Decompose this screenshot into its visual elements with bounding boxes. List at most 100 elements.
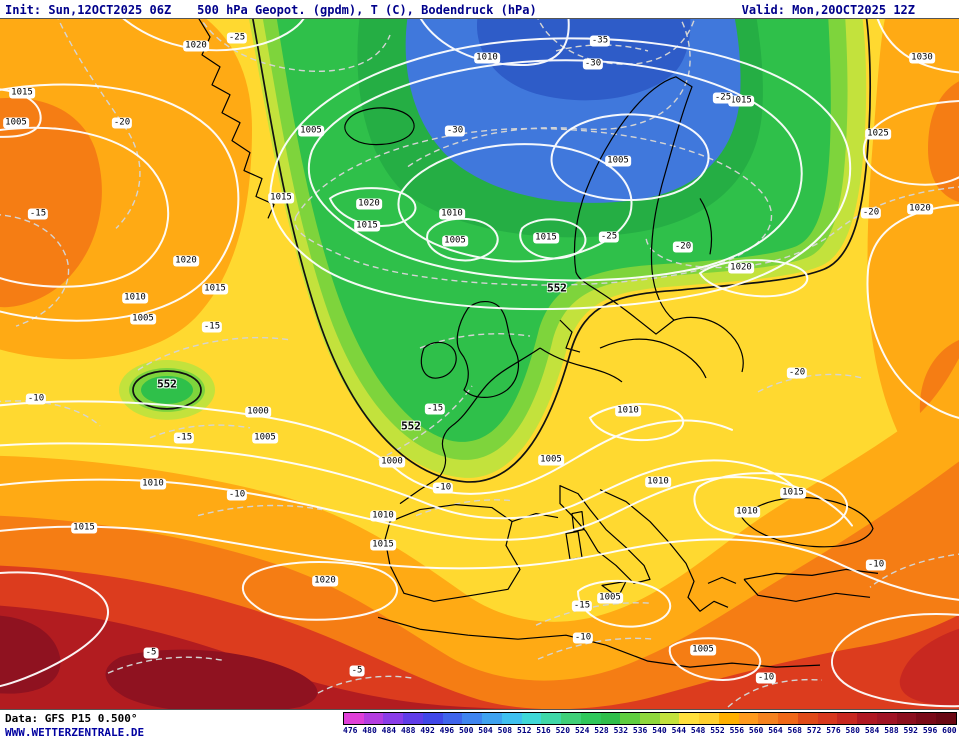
temperature-label: -15 (27, 208, 49, 220)
colorbar-cell (896, 713, 917, 724)
colorbar-tick: 480 (362, 726, 377, 735)
colorbar-cell (383, 713, 404, 724)
colorbar-cells (343, 712, 957, 725)
pressure-label: 1005 (442, 235, 468, 247)
pressure-label: 1020 (183, 40, 209, 52)
colorbar-cell (580, 713, 601, 724)
colorbar-tick: 600 (942, 726, 957, 735)
pressure-label: 1015 (728, 95, 754, 107)
isobar-contours (0, 19, 959, 708)
pressure-label: 1015 (202, 283, 228, 295)
colorbar-cell (758, 713, 779, 724)
temperature-label: -10 (432, 482, 454, 494)
pressure-label: 1015 (533, 232, 559, 244)
colorbar-cell (422, 713, 443, 724)
pressure-label: 1020 (173, 255, 199, 267)
pressure-label: 1025 (865, 128, 891, 140)
temperature-label: -25 (226, 32, 248, 44)
temperature-label: -5 (349, 665, 365, 677)
colorbar-cell (837, 713, 858, 724)
data-source-label: Data: GFS P15 0.500° (5, 712, 138, 725)
colorbar-ticks: 476 480 484 488 492 496 500 504 508 512 516 520 524 5… (343, 725, 957, 737)
colorbar-cell (797, 713, 818, 724)
temperature-label: -10 (572, 632, 594, 644)
colorbar-cell (363, 713, 384, 724)
temperature-label: -15 (424, 403, 446, 415)
site-link[interactable]: WWW.WETTERZENTRALE.DE (5, 726, 145, 739)
pressure-label: 1010 (140, 478, 166, 490)
colorbar-tick: 592 (903, 726, 918, 735)
colorbar-tick: 544 (671, 726, 687, 735)
colorbar-cell (600, 713, 621, 724)
colorbar-tick: 596 (922, 726, 938, 735)
pressure-label: 1010 (439, 208, 465, 220)
colorbar-tick: 552 (710, 726, 725, 735)
geopotential-label: 552 (157, 377, 177, 391)
pressure-label: 1020 (356, 198, 382, 210)
weather-field-svg (0, 19, 959, 709)
pressure-label: 1030 (909, 52, 935, 64)
temperature-label: -20 (672, 241, 694, 253)
pressure-label: 1005 (690, 644, 716, 656)
pressure-label: 1000 (245, 406, 271, 418)
pressure-label: 1020 (728, 262, 754, 274)
colorbar-cell (718, 713, 739, 724)
colorbar-cell (876, 713, 897, 724)
temperature-label: -20 (860, 207, 882, 219)
pressure-label: 1005 (3, 117, 29, 129)
colorbar-tick: 504 (478, 726, 493, 735)
colorbar-tick: 560 (748, 726, 764, 735)
colorbar-tick: 512 (516, 726, 532, 735)
colorbar-tick: 584 (864, 726, 880, 735)
pressure-label: 1010 (122, 292, 148, 304)
valid-label: Valid: Mon,20OCT2025 12Z (741, 2, 915, 17)
colorbar-tick: 500 (458, 726, 474, 735)
pressure-label: 1005 (597, 592, 623, 604)
colorbar-tick: 496 (439, 726, 455, 735)
footer-credits: Data: GFS P15 0.500° WWW.WETTERZENTRALE.… (5, 712, 343, 739)
colorbar-tick: 488 (400, 726, 416, 735)
temperature-label: -10 (755, 672, 777, 684)
colorbar-cell (541, 713, 562, 724)
colorbar-cell (916, 713, 937, 724)
pressure-label: 1005 (130, 313, 156, 325)
colorbar-tick: 580 (845, 726, 860, 735)
temperature-label: -15 (571, 600, 593, 612)
colorbar-tick: 568 (787, 726, 802, 735)
temperature-label: -15 (173, 432, 195, 444)
pressure-label: 1005 (605, 155, 631, 167)
pressure-label: 1005 (252, 432, 278, 444)
colorbar-cell (442, 713, 463, 724)
map-header: Init: Sun,12OCT2025 06Z 500 hPa Geopot. … (0, 0, 959, 18)
colorbar-cell (699, 713, 719, 724)
colorbar-tick: 516 (536, 726, 551, 735)
pressure-label: 1020 (907, 203, 933, 215)
colorbar-cell (738, 713, 759, 724)
colorbar: 476 480 484 488 492 496 500 504 508 512 516 520 524 5… (343, 712, 957, 739)
colorbar-cell (501, 713, 522, 724)
colorbar-cell (462, 713, 483, 724)
temperature-label: -15 (201, 321, 223, 333)
temperature-label: -5 (143, 647, 159, 659)
colorbar-cell (640, 713, 660, 724)
colorbar-tick: 536 (632, 726, 648, 735)
temperature-label: -30 (582, 58, 604, 70)
geopotential-label: 552 (547, 281, 567, 295)
map-title: 500 hPa Geopot. (gpdm), T (C), Bodendruc… (197, 2, 537, 17)
pressure-label: 1015 (71, 522, 97, 534)
colorbar-cell (936, 713, 956, 724)
colorbar-tick: 588 (884, 726, 899, 735)
map-footer: Data: GFS P15 0.500° WWW.WETTERZENTRALE.… (0, 710, 959, 740)
colorbar-cell (403, 713, 423, 724)
colorbar-tick: 492 (420, 726, 435, 735)
geopotential-label: 552 (401, 419, 421, 433)
map-labels-layer: 1020 1010 1030 1015 1005 1015 1005 1025 1005 1015… (0, 19, 959, 709)
pressure-label: 1015 (268, 192, 294, 204)
pressure-label: 1005 (298, 125, 324, 137)
temperature-label: -25 (598, 231, 620, 243)
colorbar-tick: 528 (594, 726, 609, 735)
colorbar-tick: 532 (613, 726, 629, 735)
colorbar-tick: 508 (497, 726, 513, 735)
temperature-label: -10 (226, 489, 248, 501)
